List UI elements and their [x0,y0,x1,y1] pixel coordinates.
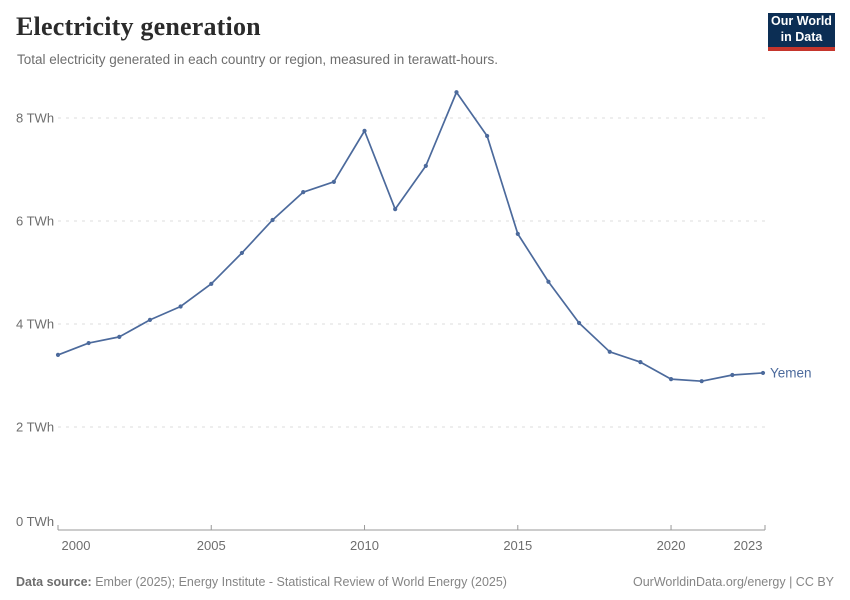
data-point-marker [423,163,428,168]
data-source-text: Ember (2025); Energy Institute - Statist… [91,575,507,589]
data-point-marker [699,379,704,384]
page-title: Electricity generation [16,12,261,41]
data-point-marker [638,360,643,365]
y-tick-label: 2 TWh [16,420,54,435]
x-tick-label: 2005 [197,538,226,553]
y-tick-label: 0 TWh [16,514,54,529]
y-tick-label: 8 TWh [16,111,54,126]
data-point-marker [485,133,490,139]
gridlines [58,117,765,428]
x-tick-label: 2015 [503,538,532,553]
owid-logo-line2: in Data [780,30,823,44]
chart-subtitle: Total electricity generated in each coun… [17,52,498,67]
data-point-marker [454,90,459,95]
y-tick-label: 4 TWh [16,317,54,332]
data-point-marker [178,304,183,309]
y-axis-labels: 0 TWh 2 TWh 4 TWh 6 TWh 8 TWh [16,111,54,530]
owid-logo-line1: Our World [771,14,832,29]
data-source-note: Data source: Ember (2025); Energy Instit… [16,575,507,589]
data-point-marker [239,250,245,256]
data-point-marker [546,279,551,284]
data-point-marker [55,352,61,357]
data-point-marker [760,370,766,376]
series-line [57,91,764,383]
data-point-marker [576,320,582,326]
x-axis-labels: 2000 2005 2010 2015 2020 2023 [62,538,763,553]
data-point-marker [270,217,275,223]
data-point-marker [393,207,398,212]
data-point-marker [86,340,91,346]
data-point-marker [730,372,735,378]
x-tick-label: 2020 [657,538,686,553]
data-point-marker [117,334,122,339]
x-tick-label: 2010 [350,538,379,553]
data-point-marker [515,231,520,236]
data-source-label: Data source: [16,575,92,589]
data-point-marker [668,377,674,382]
data-series: Yemen [55,90,812,384]
x-tick-label: 2023 [734,538,763,553]
data-point-marker [301,190,306,195]
owid-logo[interactable]: Our World in Data [768,13,835,51]
chart-footer: Data source: Ember (2025); Energy Instit… [0,575,850,589]
data-point-marker [331,179,336,184]
owid-url-license[interactable]: OurWorldinData.org/energy | CC BY [632,575,834,589]
data-point-marker [209,281,214,286]
x-axis [57,525,766,531]
series-end-label: Yemen [770,365,812,380]
x-tick-label: 2000 [62,538,91,553]
data-point-marker [607,349,612,354]
data-point-marker [362,128,367,133]
data-point-marker [147,317,153,322]
y-tick-label: 6 TWh [16,214,54,229]
